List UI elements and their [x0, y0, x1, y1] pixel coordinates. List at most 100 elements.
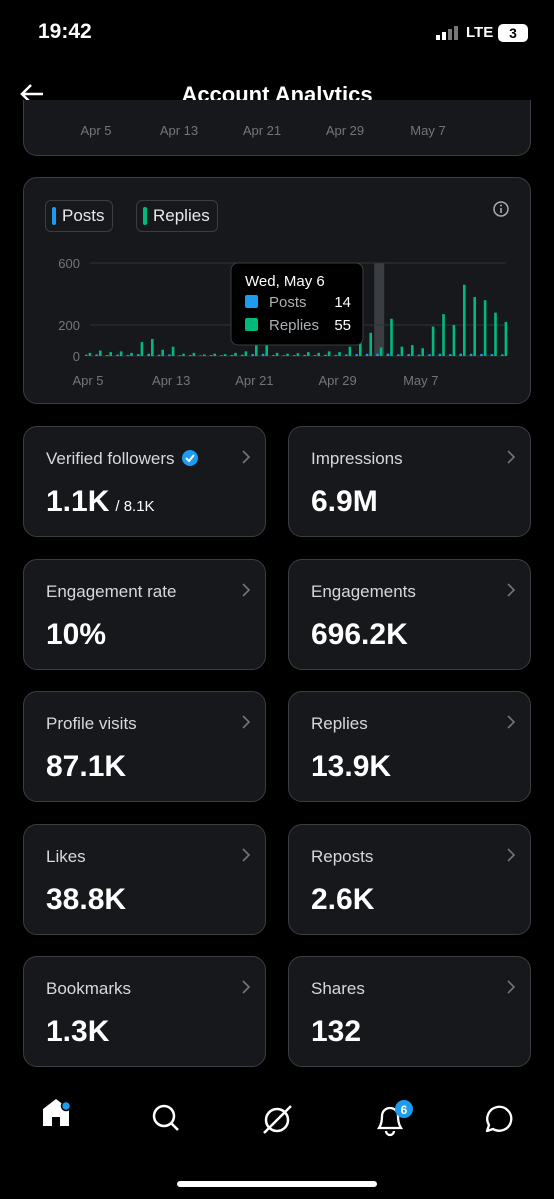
metric-card[interactable]: Reposts 2.6K [288, 823, 531, 935]
bar [99, 350, 102, 356]
y-tick-label: 600 [58, 256, 80, 271]
bar [199, 355, 202, 356]
bar [255, 342, 258, 356]
metric-label: Engagements [311, 581, 416, 601]
legend-posts[interactable]: Posts [45, 200, 113, 232]
bar [261, 353, 265, 356]
nav-home[interactable] [43, 1099, 72, 1126]
legend-label: Replies [153, 206, 210, 225]
bar [213, 353, 216, 356]
bar [490, 354, 494, 356]
bar [251, 354, 254, 356]
previous-x-label: Apr 29 [325, 123, 365, 138]
x-tick-label: Apr 5 [72, 373, 103, 388]
bar [421, 348, 424, 356]
metric-number: 10% [46, 617, 107, 651]
chevron [507, 980, 516, 994]
bar [230, 354, 234, 356]
home-indicator [177, 1181, 377, 1187]
bar [105, 355, 109, 356]
chevron [507, 450, 516, 464]
bar [116, 354, 119, 356]
bar [345, 354, 348, 356]
metric-card[interactable]: Engagement rate 10% [23, 558, 266, 670]
bar [168, 354, 171, 356]
verified-badge [181, 450, 198, 466]
metric-number: 38.8K [46, 882, 127, 916]
bar [182, 353, 185, 356]
bar [223, 354, 227, 356]
metric-card[interactable]: Engagements 696.2K [288, 558, 531, 670]
bar [130, 352, 133, 356]
bar [126, 354, 130, 356]
bar [359, 335, 362, 356]
metric-card[interactable]: Verified followers 1.1K / 8.1K [23, 426, 266, 537]
metric-card[interactable]: Impressions 6.9M [288, 426, 531, 537]
legend-replies[interactable]: Replies [136, 200, 218, 232]
bar [303, 354, 306, 356]
chevron [242, 715, 251, 729]
bar [119, 351, 123, 356]
bar [449, 354, 452, 356]
metric-card[interactable]: Likes 38.8K [23, 823, 266, 935]
tooltip-series: Replies [269, 317, 319, 334]
bar [275, 352, 279, 356]
chevron [242, 847, 251, 862]
metric-value: 38.8K [46, 883, 126, 917]
previous-x-label: Apr 21 [242, 123, 282, 138]
tooltip-value: 55 [334, 317, 351, 334]
bar [327, 351, 331, 356]
bar [400, 346, 404, 356]
bar [282, 355, 286, 356]
metric-number: 6.9M [311, 485, 378, 518]
bar [307, 352, 310, 356]
previous-chart-card [23, 100, 531, 156]
bar [365, 353, 369, 356]
legend-label: Posts [62, 206, 105, 225]
tooltip-series: Posts [269, 294, 307, 311]
tooltip-title: Wed, May 6 [245, 273, 325, 290]
previous-x-label: Apr 13 [159, 123, 199, 138]
chevron [242, 450, 251, 464]
bar [390, 318, 393, 356]
bar [203, 354, 206, 356]
nav-notifications[interactable] [376, 1100, 413, 1137]
bar [480, 353, 483, 356]
bar [151, 338, 154, 356]
metric-card[interactable]: Shares 132 [288, 956, 531, 1067]
bar [397, 354, 400, 356]
metric-label: Replies [311, 714, 368, 733]
status-time: 19:42 [38, 20, 92, 43]
bar [438, 353, 442, 356]
metric-number: 2.6K [311, 882, 375, 916]
chart: 0 200 600 Apr 5 Apr 13 Apr 21 Apr 29 May 7 Wed, … [58, 256, 508, 388]
tooltip-value: 14 [334, 294, 351, 311]
nav-grok[interactable] [263, 1105, 292, 1134]
metric-card[interactable]: Profile visits 87.1K [23, 691, 266, 802]
bar [338, 352, 341, 356]
previous-x-label: May 7 [410, 123, 446, 138]
network: LTE [466, 24, 494, 41]
bar [417, 354, 421, 356]
bar [369, 332, 372, 356]
nav-messages[interactable] [485, 1105, 513, 1133]
metric-value: 2.6K [311, 883, 374, 917]
metric-label: Likes [46, 846, 86, 866]
bar [296, 353, 300, 356]
bar [431, 326, 435, 356]
bar [189, 355, 192, 356]
metric-label: Bookmarks [46, 979, 132, 998]
tooltip [230, 262, 364, 346]
bar [379, 347, 383, 356]
info-icon[interactable] [492, 200, 510, 218]
x-tick-label: Apr 29 [318, 373, 356, 388]
bar [161, 349, 164, 356]
nav-search[interactable] [152, 1104, 179, 1131]
bar [355, 354, 358, 356]
metric-card[interactable]: Bookmarks 1.3K [23, 956, 266, 1067]
metric-card[interactable]: Replies 13.9K [288, 691, 531, 802]
chevron [507, 715, 516, 729]
bar [85, 354, 88, 356]
bar [209, 355, 213, 356]
